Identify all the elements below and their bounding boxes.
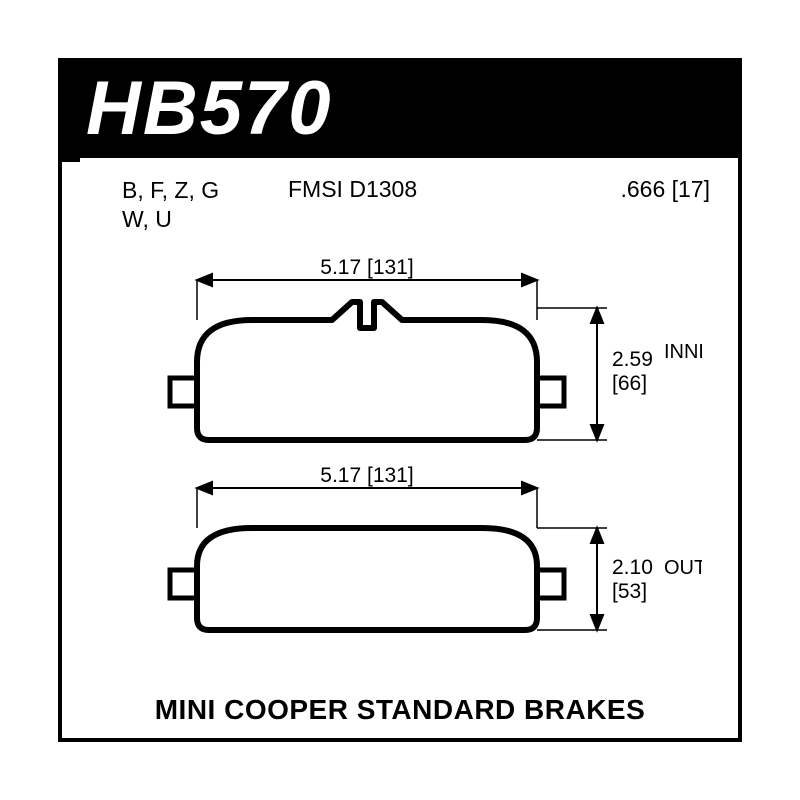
suffix-codes: B, F, Z, G W, U xyxy=(122,176,252,234)
inner-label: INNER xyxy=(664,341,702,363)
footer-caption: MINI COOPER STANDARD BRAKES xyxy=(62,694,738,726)
inner-width-dim: 5.17 [131] xyxy=(320,258,413,279)
outer-label: OUTER xyxy=(664,557,702,579)
inner-height-1: 2.59 xyxy=(612,348,653,371)
inner-pad-drawing: 5.17 [131] 2.59 xyxy=(142,258,702,458)
part-number-title: HB570 xyxy=(86,65,333,152)
outer-pad-drawing: 5.17 [131] 2.10 xyxy=(142,466,702,666)
codes-line-1: B, F, Z, G xyxy=(122,176,252,205)
codes-line-2: W, U xyxy=(122,205,252,234)
thickness-spec: .666 [17] xyxy=(620,176,710,203)
outer-height-1: 2.10 xyxy=(612,556,653,579)
outer-height-2: [53] xyxy=(612,580,647,603)
inner-height-2: [66] xyxy=(612,372,647,395)
outer-width-dim: 5.17 [131] xyxy=(320,466,413,487)
diagram-frame: HB570 B, F, Z, G W, U FMSI D1308 .666 [1… xyxy=(58,58,742,742)
content-area: B, F, Z, G W, U FMSI D1308 .666 [17] 5.1… xyxy=(62,158,738,738)
canvas: HB570 B, F, Z, G W, U FMSI D1308 .666 [1… xyxy=(0,0,800,800)
side-tick xyxy=(62,158,80,162)
header-bar: HB570 xyxy=(62,62,738,158)
fmsi-code: FMSI D1308 xyxy=(288,176,417,203)
